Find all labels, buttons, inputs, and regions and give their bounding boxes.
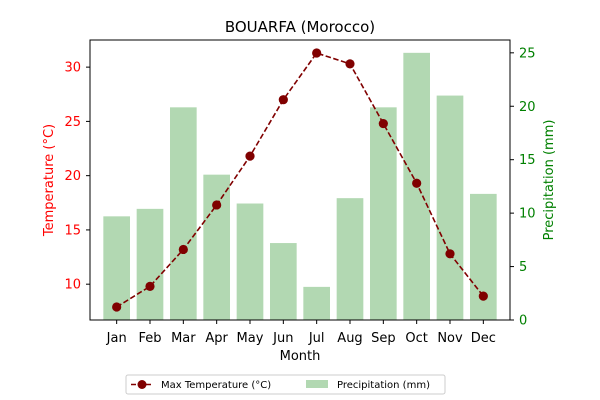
precipitation-bars	[103, 53, 496, 320]
precip-bar-may	[237, 204, 264, 320]
x-tick-label-oct: Oct	[405, 331, 427, 346]
left-tick-label: 20	[64, 169, 81, 184]
precip-bar-aug	[337, 198, 364, 320]
precip-bar-apr	[203, 175, 230, 320]
right-tick-label: 0	[519, 314, 527, 329]
temp-point-sep	[379, 119, 388, 128]
left-axis-label: Temperature (°C)	[42, 124, 57, 237]
legend: Max Temperature (°C) Precipitation (mm)	[126, 375, 445, 394]
x-tick-label-nov: Nov	[437, 331, 463, 346]
precip-bar-feb	[137, 209, 164, 320]
x-tick-label-dec: Dec	[471, 331, 496, 346]
precip-bar-mar	[170, 107, 197, 320]
legend-marker-swatch	[138, 380, 147, 389]
temp-point-jan	[112, 302, 121, 311]
right-tick-label: 5	[519, 260, 527, 275]
x-tick-label-apr: Apr	[205, 331, 228, 346]
right-tick-label: 15	[519, 153, 536, 168]
precip-bar-dec	[470, 194, 497, 320]
x-tick-label-mar: Mar	[171, 331, 196, 346]
left-axis-ticks: 10 15 20 25 30	[64, 61, 90, 293]
legend-label-temperature: Max Temperature (°C)	[161, 380, 271, 391]
temp-point-apr	[212, 200, 221, 209]
x-tick-label-jul: Jul	[308, 331, 325, 346]
legend-bar-swatch	[306, 380, 328, 388]
temp-point-jun	[279, 95, 288, 104]
x-tick-label-sep: Sep	[371, 331, 396, 346]
left-tick-label: 30	[64, 61, 81, 76]
x-tick-label-may: May	[237, 331, 264, 346]
x-tick-label-aug: Aug	[337, 331, 362, 346]
right-tick-label: 20	[519, 100, 536, 115]
temperature-line	[112, 48, 488, 311]
temp-point-nov	[445, 249, 454, 258]
right-tick-label: 25	[519, 46, 536, 61]
temp-point-oct	[412, 179, 421, 188]
right-tick-label: 10	[519, 207, 536, 222]
temp-point-jul	[312, 48, 321, 57]
right-axis-ticks: 0 5 10 15 20 25	[510, 46, 536, 328]
legend-label-precipitation: Precipitation (mm)	[337, 380, 430, 391]
temp-point-aug	[345, 59, 354, 68]
x-tick-label-jan: Jan	[106, 331, 127, 346]
precip-bar-jul	[303, 287, 330, 320]
left-tick-label: 25	[64, 115, 81, 130]
x-axis-label: Month	[280, 349, 321, 364]
temp-point-mar	[179, 245, 188, 254]
left-tick-label: 10	[64, 278, 81, 293]
temp-point-feb	[145, 282, 154, 291]
temp-point-may	[245, 152, 254, 161]
x-tick-label-jun: Jun	[272, 331, 293, 346]
x-tick-label-feb: Feb	[138, 331, 161, 346]
chart-title: BOUARFA (Morocco)	[225, 18, 375, 36]
right-axis-label: Precipitation (mm)	[542, 120, 557, 241]
x-axis-ticks: Jan Feb Mar Apr May Jun Jul Aug Sep Oct Nov Dec	[106, 320, 496, 346]
precip-bar-nov	[437, 96, 464, 320]
precip-bar-jun	[270, 243, 297, 320]
temp-point-dec	[479, 292, 488, 301]
left-tick-label: 15	[64, 223, 81, 238]
